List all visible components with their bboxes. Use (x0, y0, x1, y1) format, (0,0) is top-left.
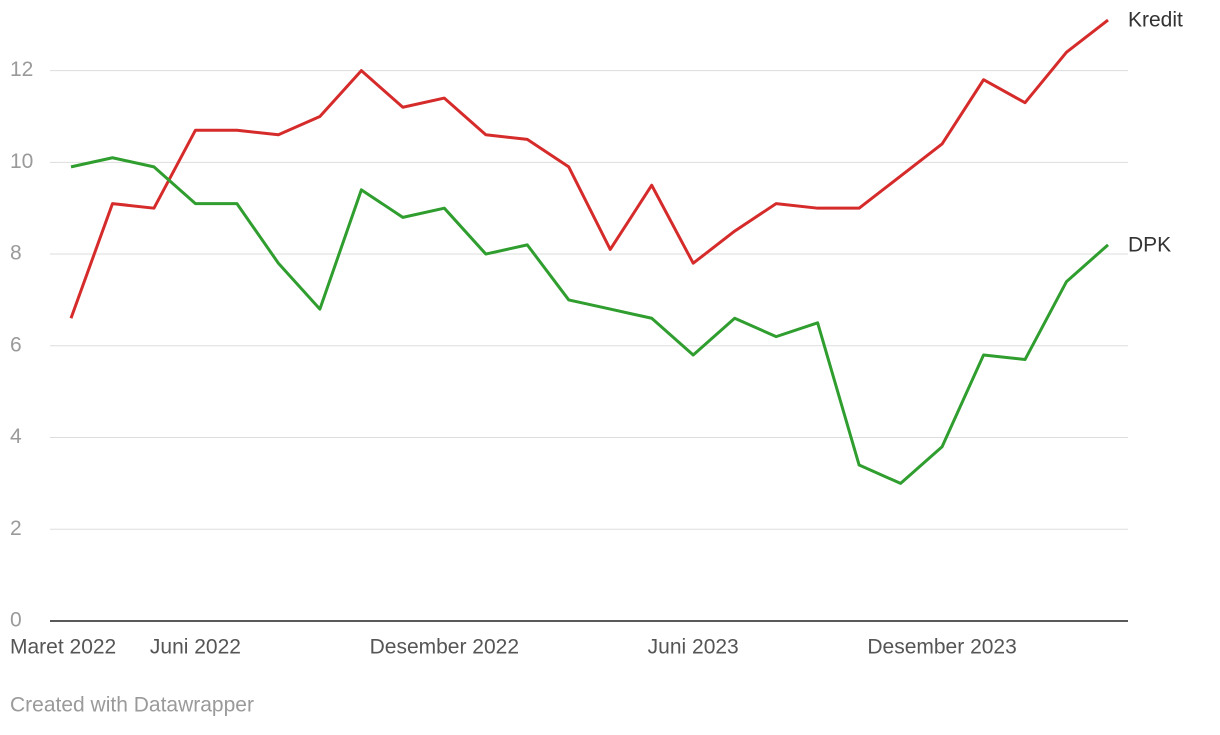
y-tick-label: 10 (10, 150, 33, 173)
x-tick-label: Desember 2022 (370, 636, 519, 659)
x-tick-label: Juni 2023 (648, 636, 739, 659)
y-tick-label: 2 (10, 517, 22, 540)
x-tick-label: Desember 2023 (867, 636, 1016, 659)
line-series (70, 156, 1109, 485)
y-tick-label: 4 (10, 425, 22, 448)
series-label: DPK (1128, 233, 1171, 256)
series-label: Kredit (1128, 9, 1183, 32)
y-tick-label: 8 (10, 242, 22, 265)
footer: Created with Datawrapper (10, 694, 254, 717)
x-tick-label: Juni 2022 (150, 636, 241, 659)
x-tick-label: Maret 2022 (10, 636, 116, 659)
y-tick-label: 6 (10, 333, 22, 356)
line-series (69, 18, 1109, 319)
y-tick-label: 0 (10, 609, 22, 632)
y-tick-label: 12 (10, 58, 33, 81)
